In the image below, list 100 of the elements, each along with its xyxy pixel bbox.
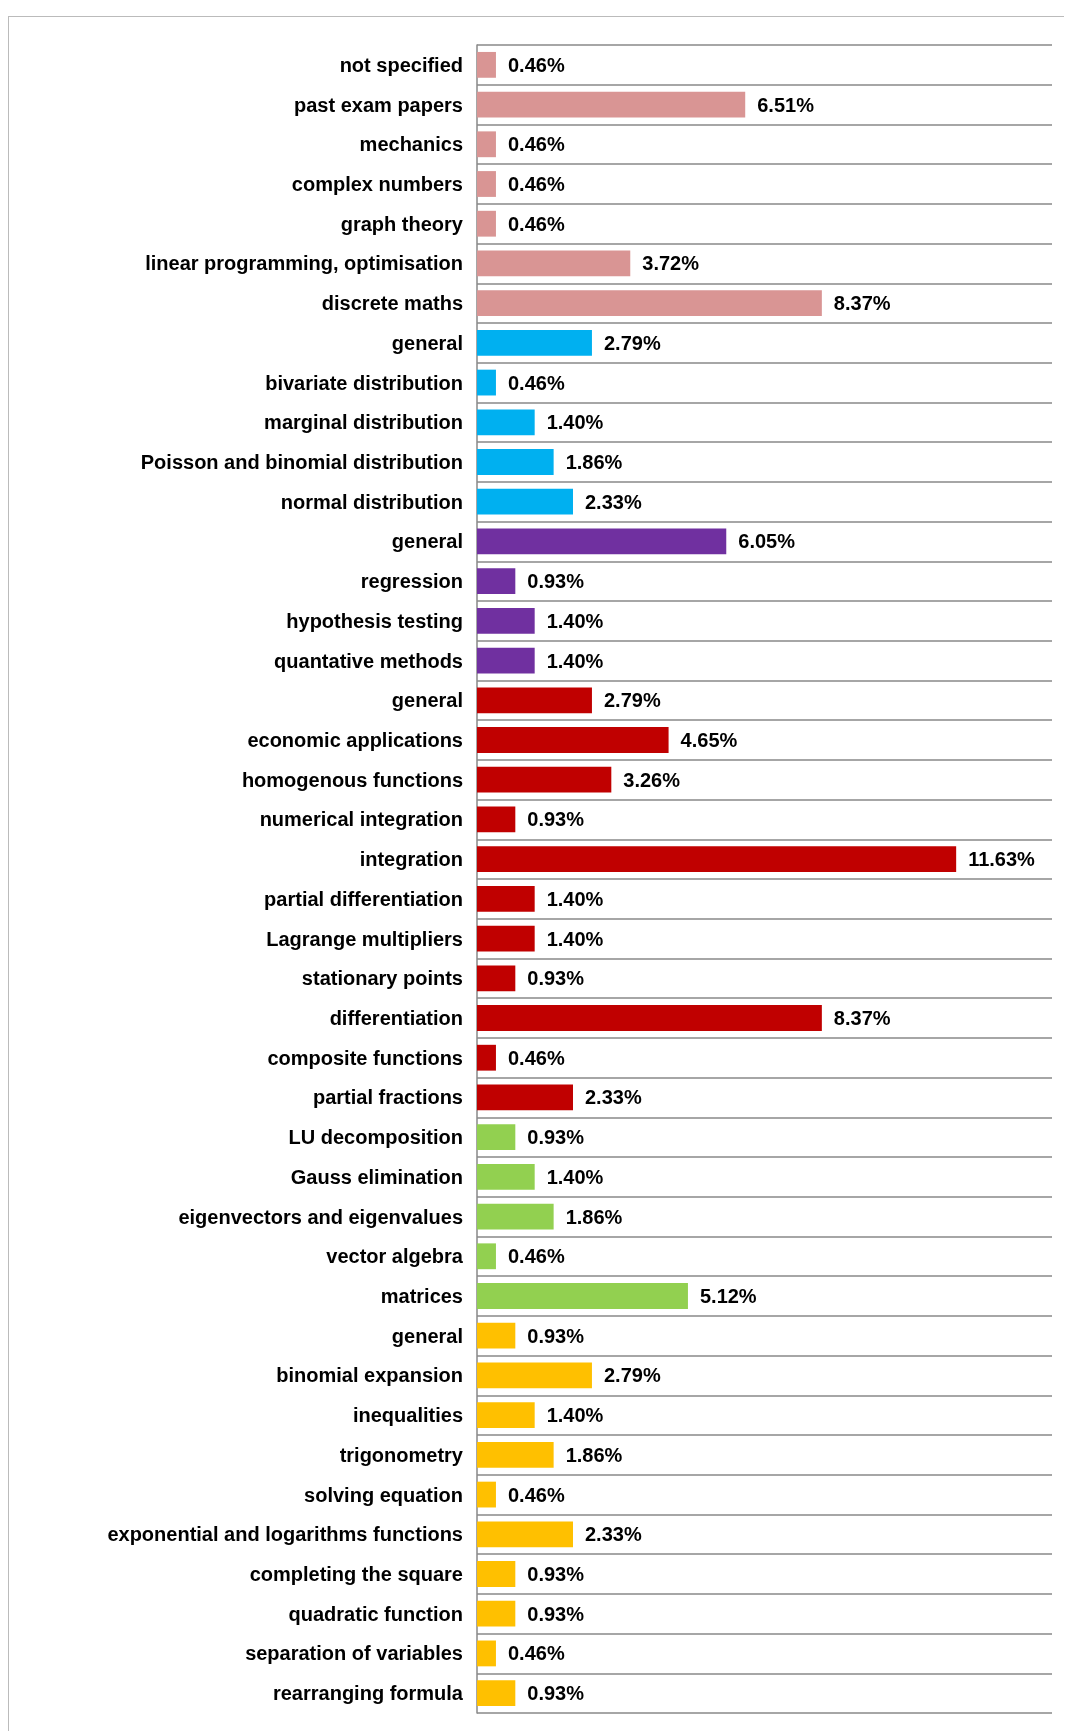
y-tick-label: discrete maths [321,292,463,315]
y-tick-label: general [391,689,463,712]
data-label: 0.93% [527,1324,585,1347]
data-label: 11.63% [968,848,1036,871]
data-label: 0.46% [507,1245,565,1268]
bar [477,965,516,992]
y-tick-label: LU decomposition [288,1126,463,1149]
bar [477,369,496,396]
data-label: 2.79% [603,331,661,354]
data-label: 2.33% [585,490,642,513]
bar [477,1203,554,1230]
data-label: 0.93% [527,808,585,831]
data-label: 1.86% [565,451,623,473]
y-tick-label: quantative methods [274,649,463,672]
data-label: 5.12% [699,1285,757,1307]
bar [477,568,516,595]
bar [477,1243,496,1270]
y-tick-label: economic applications [247,729,463,751]
bar [477,1561,516,1587]
bar [477,51,496,78]
data-label: 3.72% [642,252,700,275]
data-label: 0.46% [507,371,565,394]
bar [477,1124,516,1151]
data-label: 1.40% [546,1404,604,1427]
bar [477,1521,573,1548]
y-tick-label: general [391,530,463,553]
bar [477,171,496,197]
data-label: 0.93% [527,1563,585,1585]
y-tick-label: quadratic function [288,1602,463,1625]
y-tick-label: stationary points [301,967,463,990]
bar [477,290,822,317]
data-label: 4.65% [680,729,738,751]
bar [477,329,592,356]
bar [477,925,535,952]
data-label: 0.93% [527,967,585,990]
y-tick-label: hypothesis testing [286,609,463,632]
data-label: 1.86% [565,1205,623,1228]
y-tick-label: trigonometry [339,1443,464,1466]
y-tick-label: matrices [380,1285,463,1307]
data-label: 8.37% [833,1007,891,1029]
bar [477,1163,535,1190]
data-label: 2.79% [603,689,661,712]
y-tick-label: marginal distribution [264,411,463,434]
data-label: 2.33% [585,1086,642,1109]
y-tick-label: normal distribution [280,490,463,513]
bar [477,91,746,118]
y-tick-label: composite functions [267,1046,463,1069]
data-label: 0.46% [507,173,565,195]
bar [477,727,669,753]
bar [477,131,496,158]
y-tick-label: past exam papers [294,93,463,116]
data-label: 6.05% [738,530,796,553]
data-label: 0.46% [507,1642,565,1665]
data-label: 1.40% [546,1165,604,1188]
bar [477,1600,516,1627]
y-tick-label: general [391,331,463,354]
bar [477,607,535,634]
data-label: 0.46% [507,212,565,235]
data-label: 1.40% [546,411,604,434]
data-label: 0.93% [527,570,585,593]
data-label: 0.93% [527,1126,585,1149]
data-label: 1.40% [546,649,604,672]
y-tick-label: Lagrange multipliers [266,927,463,950]
y-tick-label: linear programming, optimisation [145,252,463,275]
bar [477,1044,496,1071]
bar [477,488,573,515]
data-label: 0.46% [507,53,565,76]
y-tick-label: differentiation [329,1007,463,1029]
y-tick-label: integration [359,848,463,871]
bar [477,1680,516,1707]
y-tick-label: mechanics [359,133,463,156]
bar [477,1640,496,1667]
bar [477,1084,573,1111]
bar [477,647,535,674]
y-tick-label: exponential and logarithms functions [107,1523,463,1546]
y-tick-label: not specified [339,53,463,76]
bar [477,210,496,237]
bar [477,806,516,833]
y-tick-label: eigenvectors and eigenvalues [178,1205,463,1228]
bar [477,1283,688,1309]
y-tick-label: bivariate distribution [265,371,463,394]
y-tick-label: inequalities [352,1404,463,1427]
y-tick-label: vector algebra [326,1245,464,1268]
bar [477,1402,535,1429]
bar [477,1441,554,1468]
y-tick-label: graph theory [340,212,464,235]
y-tick-label: separation of variables [245,1642,463,1665]
data-label: 0.46% [507,1046,565,1069]
y-tick-label: complex numbers [291,173,463,195]
y-tick-label: Gauss elimination [290,1165,463,1188]
y-tick-label: partial differentiation [264,887,463,910]
bar [477,1481,496,1508]
data-label: 2.33% [585,1523,642,1546]
y-tick-label: rearranging formula [272,1682,464,1705]
y-tick-label: numerical integration [259,808,463,831]
y-tick-label: binomial expansion [276,1364,463,1387]
bar [477,846,957,873]
data-label: 2.79% [603,1364,661,1387]
data-label: 1.40% [546,927,604,950]
data-label: 6.51% [757,93,815,116]
